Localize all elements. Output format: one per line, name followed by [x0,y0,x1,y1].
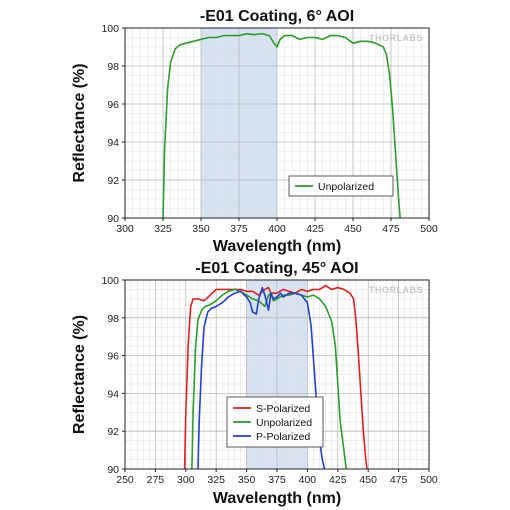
x-tick-label: 425 [329,474,347,486]
y-tick-label: 100 [101,275,119,287]
x-tick-label: 275 [147,474,165,486]
y-tick-label: 94 [107,137,119,149]
x-tick-label: 500 [420,474,438,486]
legend-box [288,175,394,197]
watermark-logo: THORLABS [369,33,423,43]
x-tick-label: 450 [344,223,362,235]
legend-entry-label: P-Polarized [256,431,310,443]
x-tick-label: 350 [192,223,210,235]
legend-entry-label: Unpolarized [318,181,374,193]
series-line-s-polarized [183,284,368,470]
y-tick-label: 96 [107,351,119,363]
chart-1: THORLABS 300 325 350 375 400 425 450 475 500 90 92 9… [71,8,438,255]
x-tick-label: 400 [299,474,317,486]
y-axis-label: Reflectance (%) [71,315,88,434]
y-tick-label: 90 [107,213,119,225]
legend-entry-label: Unpolarized [256,417,312,429]
y-tick-label: 92 [107,426,119,438]
series-line-p-polarized [197,286,326,470]
x-tick-label: 375 [230,223,248,235]
x-axis-label: Wavelength (nm) [213,490,341,507]
y-tick-label: 90 [107,464,119,476]
x-tick-label: 450 [359,474,377,486]
x-tick-label: 500 [420,223,438,235]
x-tick-label: 425 [306,223,324,235]
x-tick-label: 250 [116,474,134,486]
legend: S-Polarized Unpolarized P-Polarized [226,396,324,448]
x-tick-label: 475 [390,474,408,486]
x-tick-label: 350 [238,474,256,486]
x-tick-label: 375 [268,474,286,486]
series-line-unpolarized [162,32,401,219]
legend: Unpolarized [288,175,394,197]
x-tick-label: 300 [116,223,134,235]
x-tick-label: 325 [207,474,225,486]
chart-2: THORLABS 250 275 300 325 350 375 400 425 450 475 50… [71,260,438,507]
y-tick-label: 96 [107,99,119,111]
series-line-unpolarized [191,288,348,470]
watermark-logo: THORLABS [369,285,423,295]
x-tick-label: 300 [177,474,195,486]
legend-entry-label: S-Polarized [256,403,310,415]
x-tick-label: 475 [382,223,400,235]
y-axis-label: Reflectance (%) [71,63,88,182]
y-tick-label: 98 [107,61,119,73]
chart-title: -E01 Coating, 45° AOI [195,260,358,277]
y-tick-label: 98 [107,313,119,325]
y-tick-label: 92 [107,175,119,187]
x-tick-label: 325 [154,223,172,235]
chart-title: -E01 Coating, 6° AOI [200,8,354,25]
x-tick-label: 400 [268,223,286,235]
y-tick-label: 100 [101,23,119,35]
x-axis-label: Wavelength (nm) [213,238,341,255]
y-tick-label: 94 [107,388,119,400]
